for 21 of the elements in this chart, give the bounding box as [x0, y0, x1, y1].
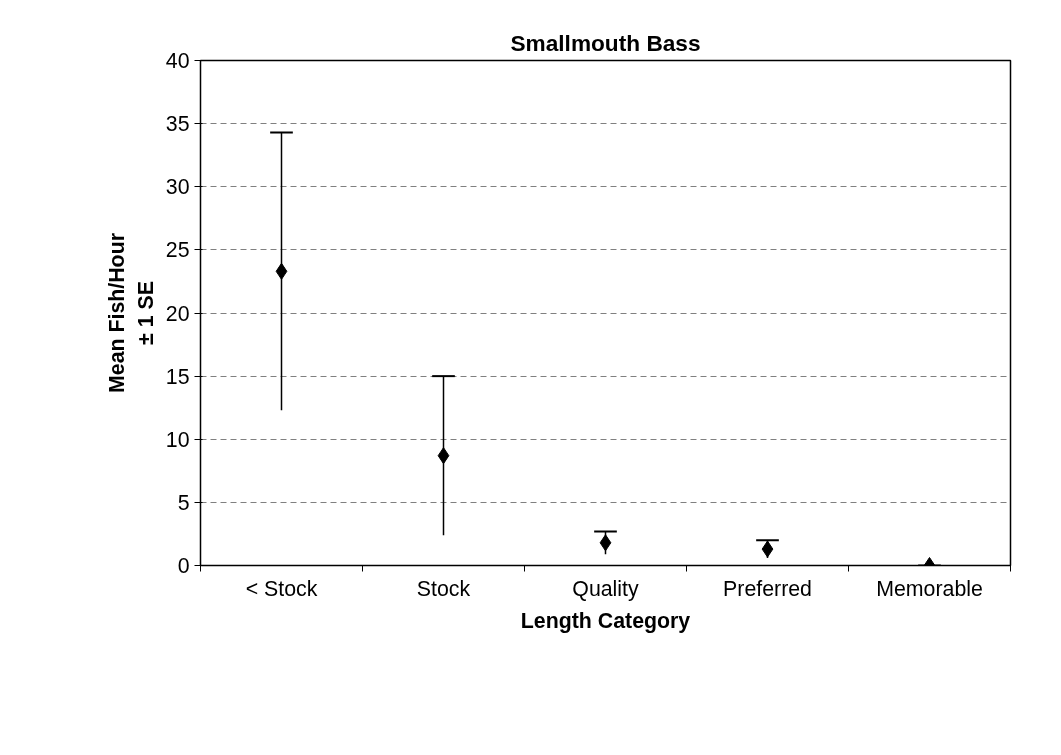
y-tick-label: 15 — [165, 364, 190, 389]
y-tick-label: 5 — [177, 490, 190, 515]
point — [275, 262, 288, 280]
y-tick-label: 30 — [165, 175, 190, 200]
y-tick-label: 40 — [165, 49, 190, 73]
y-tick-label: 20 — [165, 301, 190, 326]
x-tick-label: Preferred — [723, 576, 812, 601]
y-tick-label: 10 — [165, 427, 190, 452]
point — [599, 534, 612, 552]
x-axis-title: Length Category — [520, 608, 691, 633]
x-tick-label: Memorable — [876, 576, 983, 601]
point — [761, 540, 774, 558]
x-tick-label: Stock — [416, 576, 471, 601]
y-tick-label: 35 — [165, 112, 190, 137]
y-tick-label: 0 — [177, 554, 190, 578]
y-axis-title: Mean Fish/Hour ± 1 SE — [104, 233, 158, 393]
chart-title: Smallmouth Bass — [510, 29, 701, 56]
point — [437, 447, 450, 465]
x-tick-label: < Stock — [245, 576, 318, 601]
x-tick-label: Quality — [572, 576, 640, 601]
y-tick-label: 25 — [165, 238, 190, 263]
